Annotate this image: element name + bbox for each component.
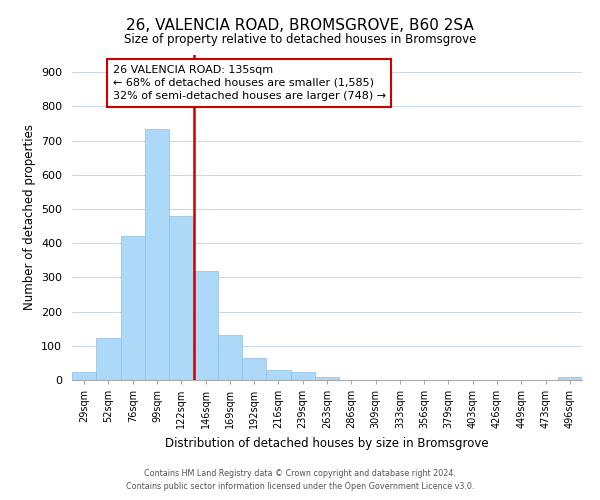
Bar [96,338,121,380]
Bar [266,370,290,380]
Bar [315,376,339,380]
Bar [193,271,218,380]
Text: Size of property relative to detached houses in Bromsgrove: Size of property relative to detached ho… [124,32,476,46]
Bar [121,236,145,380]
Y-axis label: Number of detached properties: Number of detached properties [23,124,35,310]
Bar [145,129,169,380]
Text: 26, VALENCIA ROAD, BROMSGROVE, B60 2SA: 26, VALENCIA ROAD, BROMSGROVE, B60 2SA [126,18,474,32]
Bar [558,378,582,380]
Bar [218,334,242,380]
Bar [72,372,96,380]
Bar [242,358,266,380]
Bar [290,372,315,380]
Bar [169,216,193,380]
X-axis label: Distribution of detached houses by size in Bromsgrove: Distribution of detached houses by size … [165,436,489,450]
Text: 26 VALENCIA ROAD: 135sqm
← 68% of detached houses are smaller (1,585)
32% of sem: 26 VALENCIA ROAD: 135sqm ← 68% of detach… [113,64,386,101]
Text: Contains HM Land Registry data © Crown copyright and database right 2024.
Contai: Contains HM Land Registry data © Crown c… [126,470,474,491]
